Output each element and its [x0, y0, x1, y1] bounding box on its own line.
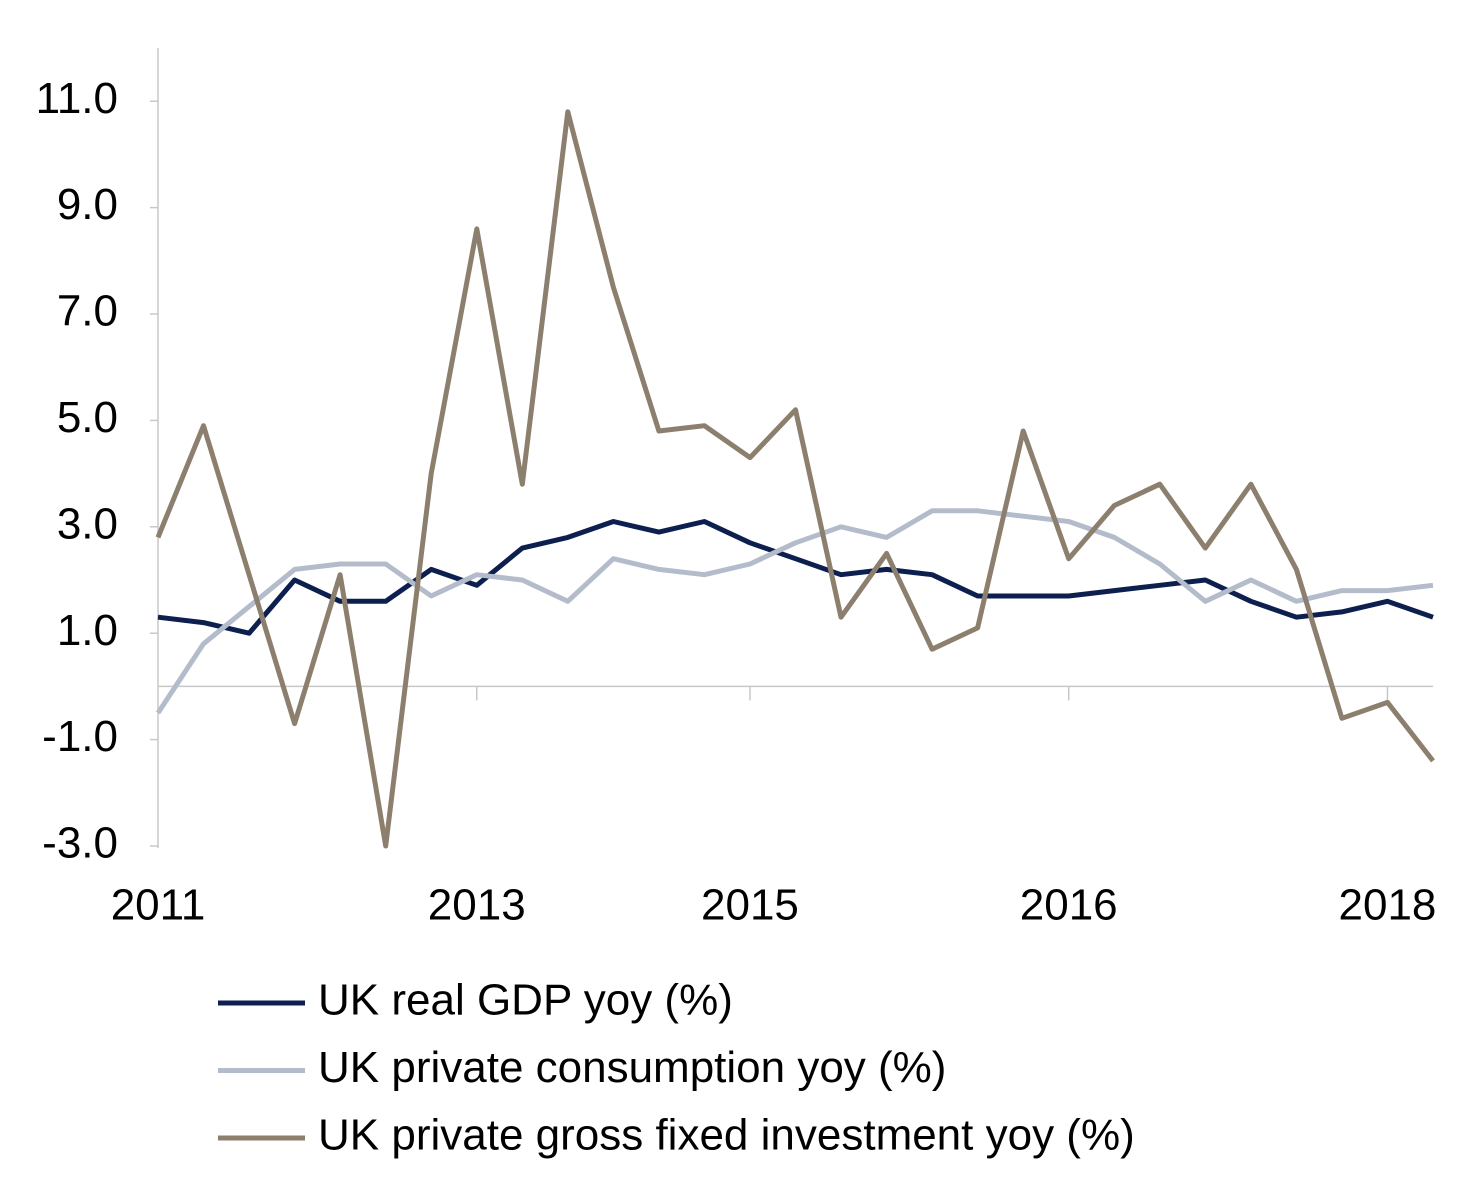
y-tick-label: -3.0 [42, 819, 118, 868]
x-tick-label: 2016 [1020, 881, 1118, 930]
y-tick-label: 11.0 [36, 74, 118, 123]
series-line [155, 109, 1435, 849]
series-line [155, 508, 1434, 715]
x-tick-label: 2015 [701, 881, 799, 930]
y-tick-label: 7.0 [57, 287, 118, 336]
legend-label: UK private gross fixed investment yoy (%… [318, 1111, 1135, 1160]
y-tick-label: 9.0 [57, 180, 118, 229]
y-tick-label: -1.0 [42, 712, 118, 761]
y-tick-label: 3.0 [57, 499, 118, 548]
y-tick-label: 1.0 [57, 606, 118, 655]
y-tick-label: 5.0 [57, 393, 118, 442]
legend-label: UK real GDP yoy (%) [318, 976, 733, 1025]
x-tick-label: 2011 [111, 881, 206, 930]
legend-label: UK private consumption yoy (%) [318, 1043, 946, 1092]
series-line [157, 519, 1434, 636]
x-tick-label: 2013 [428, 881, 526, 930]
x-tick-label: 2018 [1339, 881, 1437, 930]
